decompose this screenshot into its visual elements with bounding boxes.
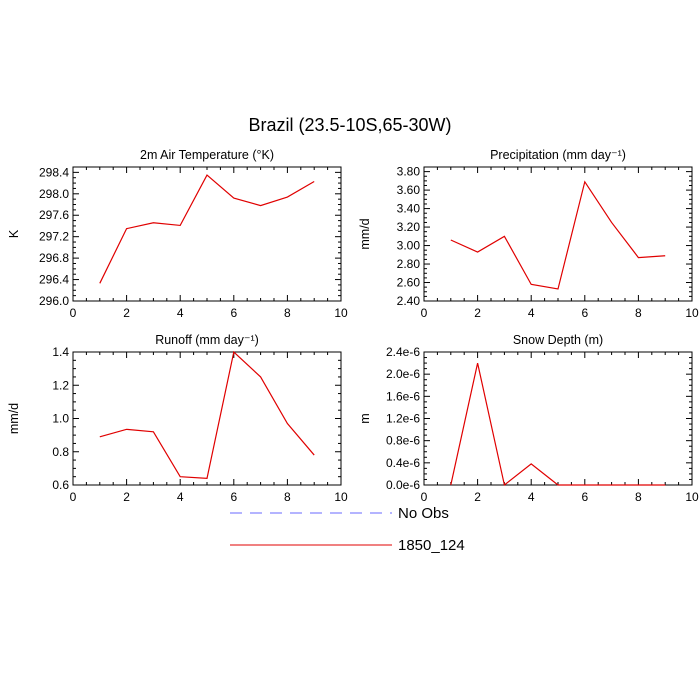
x-tick-label: 0 [421, 306, 428, 320]
panel-title: 2m Air Temperature (°K) [140, 148, 274, 162]
y-tick-label: 2.60 [397, 276, 421, 290]
y-tick-label: 2.4e-6 [386, 345, 420, 359]
y-tick-label: 1.2e-6 [386, 412, 420, 426]
y-tick-label: 3.80 [397, 165, 421, 179]
y-tick-label: 298.4 [39, 165, 69, 179]
y-tick-label: 296.4 [39, 273, 69, 287]
y-axis-label: mm/d [7, 403, 21, 434]
y-tick-label: 3.40 [397, 202, 421, 216]
x-tick-label: 10 [334, 306, 348, 320]
series-line-1850_124 [99, 350, 315, 479]
plot-frame [423, 351, 693, 486]
panel-precipitation: Precipitation (mm day⁻¹) mm/d 0 2 4 6 8 10 2.40 2… [358, 148, 699, 320]
x-tick-label: 2 [123, 306, 130, 320]
y-tick-label: 1.0 [52, 412, 69, 426]
y-axis-label: K [7, 229, 21, 238]
y-tick-label: 297.6 [39, 208, 69, 222]
y-tick-label: 0.8 [52, 445, 69, 459]
x-tick-label: 2 [474, 306, 481, 320]
y-tick-label: 0.8e-6 [386, 434, 420, 448]
legend: No Obs 1850_124 [230, 505, 465, 554]
legend-label-1: No Obs [398, 505, 449, 522]
y-tick-label: 2.0e-6 [386, 367, 420, 381]
y-tick-label: 1.2 [52, 378, 69, 392]
y-tick-label: 298.0 [39, 187, 69, 201]
y-tick-label: 296.8 [39, 251, 69, 265]
panel-title: Runoff (mm day⁻¹) [155, 333, 259, 347]
panels-group: 2m Air Temperature (°K) K 0 2 4 6 8 10 296.0 296.… [7, 148, 699, 504]
series-line-1850_124 [450, 180, 666, 290]
x-tick-label: 2 [123, 490, 130, 504]
y-tick-label: 0.0e-6 [386, 478, 420, 492]
x-tick-label: 8 [635, 306, 642, 320]
x-tick-label: 4 [528, 306, 535, 320]
plot-frame [72, 166, 342, 302]
series-line-1850_124 [99, 174, 315, 284]
x-tick-label: 6 [581, 306, 588, 320]
figure-title: Brazil (23.5-10S,65-30W) [248, 115, 451, 135]
panel-title: Precipitation (mm day⁻¹) [490, 148, 626, 162]
legend-label-2: 1850_124 [398, 537, 465, 554]
y-tick-label: 0.6 [52, 478, 69, 492]
panel-snow-depth: Snow Depth (m) m 0 2 4 6 8 10 0.0e-6 0.4e-6 0.8e-6… [358, 333, 699, 504]
plot-frame [423, 166, 693, 302]
series-line-1850_124 [450, 362, 666, 487]
y-tick-label: 0.4e-6 [386, 456, 420, 470]
plot-frame [72, 351, 342, 486]
panel-runoff: Runoff (mm day⁻¹) mm/d 0 2 4 6 8 10 0.6 0.8 1.0 1.2… [7, 333, 348, 504]
y-tick-label: 1.6e-6 [386, 389, 420, 403]
y-tick-label: 2.80 [397, 257, 421, 271]
x-tick-label: 4 [528, 490, 535, 504]
x-tick-label: 10 [685, 306, 699, 320]
x-tick-label: 8 [635, 490, 642, 504]
x-tick-label: 0 [70, 306, 77, 320]
x-tick-label: 4 [177, 490, 184, 504]
y-tick-label: 1.4 [52, 345, 69, 359]
y-axis-label: mm/d [358, 218, 372, 249]
y-tick-label: 2.40 [397, 294, 421, 308]
x-tick-label: 10 [334, 490, 348, 504]
x-tick-label: 2 [474, 490, 481, 504]
x-tick-label: 8 [284, 306, 291, 320]
x-tick-label: 6 [230, 306, 237, 320]
x-tick-label: 10 [685, 490, 699, 504]
x-tick-label: 6 [230, 490, 237, 504]
y-tick-label: 3.00 [397, 239, 421, 253]
y-axis-label: m [358, 413, 372, 423]
x-tick-label: 0 [70, 490, 77, 504]
y-tick-label: 297.2 [39, 230, 69, 244]
panel-temperature: 2m Air Temperature (°K) K 0 2 4 6 8 10 296.0 296.… [7, 148, 348, 320]
x-tick-label: 8 [284, 490, 291, 504]
y-tick-label: 3.60 [397, 183, 421, 197]
y-tick-label: 3.20 [397, 220, 421, 234]
panel-title: Snow Depth (m) [513, 333, 603, 347]
y-tick-label: 296.0 [39, 294, 69, 308]
x-tick-label: 6 [581, 490, 588, 504]
x-tick-label: 4 [177, 306, 184, 320]
x-tick-label: 0 [421, 490, 428, 504]
